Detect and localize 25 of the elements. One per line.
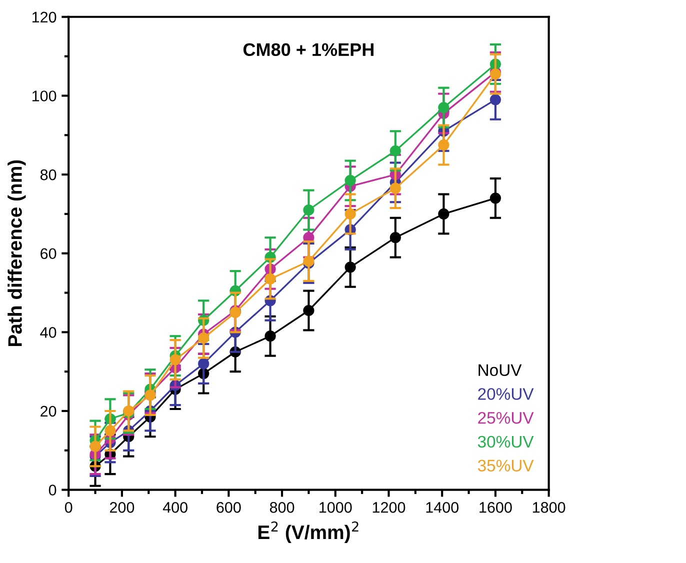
x-axis-title: E$^{2}$ (V/mm)$^{2}$	[258, 521, 358, 543]
text: 35%UV	[478, 460, 534, 472]
x-tick-label: 0	[64, 502, 72, 513]
y-tick-label: 20	[40, 406, 56, 417]
y-tick-label: 0	[48, 484, 56, 496]
text: CM80 + 1%EPH	[243, 43, 374, 56]
x-tick-label: 200	[110, 502, 134, 513]
text: 25%UV	[478, 412, 534, 424]
x-tick-label: 1600	[480, 502, 512, 513]
text: NoUV	[478, 364, 522, 376]
x-tick-label: 800	[270, 502, 294, 513]
y-axis-title: Path difference (nm)	[8, 160, 26, 346]
x-tick-label: 1400	[426, 502, 458, 513]
x-tick-label: 1200	[372, 502, 406, 513]
text: 20%UV	[478, 388, 534, 400]
x-tick-label: 1800	[532, 502, 566, 513]
x-tick-label: 400	[162, 502, 188, 513]
y-tick-label: 120	[32, 12, 56, 23]
y-tick-label: 80	[40, 169, 56, 180]
y-tick-label: 40	[40, 327, 56, 338]
x-tick-label: 1000	[320, 502, 352, 513]
y-tick-label: 60	[40, 248, 56, 260]
text: 30%UV	[478, 436, 534, 448]
y-tick-label: 100	[32, 90, 56, 102]
x-tick-label: 600	[216, 502, 241, 513]
